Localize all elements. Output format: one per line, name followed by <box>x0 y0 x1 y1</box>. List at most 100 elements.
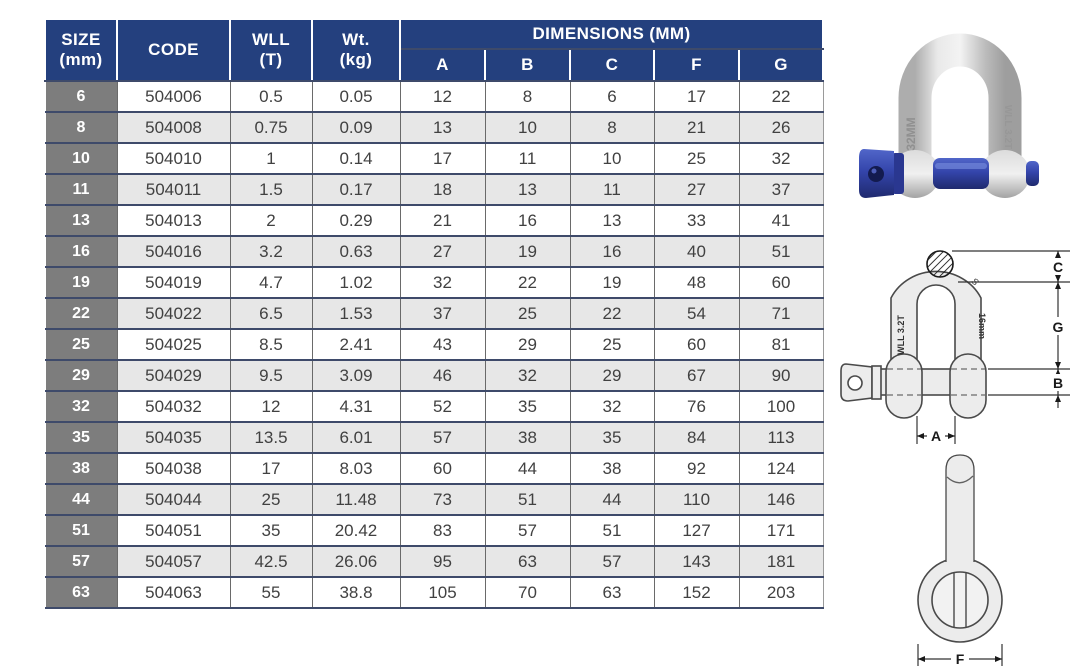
table-row: 16 504016 3.2 0.63 27 19 16 40 51 <box>44 235 824 268</box>
c-cell: 32 <box>569 390 655 423</box>
col-header-dim-c: C <box>569 48 655 82</box>
c-cell: 13 <box>569 204 655 237</box>
g-cell: 100 <box>738 390 824 423</box>
wll-cell: 1 <box>229 142 313 175</box>
table-row: 11 504011 1.5 0.17 18 13 11 27 37 <box>44 173 824 206</box>
size-cell: 8 <box>44 111 118 144</box>
wll-cell: 42.5 <box>229 545 313 578</box>
g-cell: 124 <box>738 452 824 485</box>
side-stem-cap-seam <box>946 475 974 484</box>
pin-head-hole <box>868 166 884 182</box>
g-cell: 22 <box>738 80 824 113</box>
code-cell: 504016 <box>116 235 231 268</box>
b-cell: 63 <box>484 545 571 578</box>
code-cell: 504063 <box>116 576 231 609</box>
g-cell: 171 <box>738 514 824 547</box>
b-cell: 35 <box>484 390 571 423</box>
g-cell: 51 <box>738 235 824 268</box>
table-header: SIZE (mm) CODE WLL (T) Wt. (kg) DIMENSIO… <box>44 18 825 82</box>
arrow-down-icon <box>1055 275 1061 282</box>
shackle-spec-table: SIZE (mm) CODE WLL (T) Wt. (kg) DIMENSIO… <box>44 18 825 609</box>
diagram-pin-head-hole <box>847 375 863 391</box>
side-stem-fill <box>946 455 974 566</box>
label-backing <box>1049 317 1067 335</box>
diagram-left-bulge <box>885 353 923 419</box>
wll-cell: 13.5 <box>229 421 313 454</box>
pin-body <box>933 158 989 189</box>
code-cell: 504019 <box>116 266 231 299</box>
wt-cell: 0.05 <box>311 80 401 113</box>
dim-label-b: B <box>1053 375 1063 391</box>
size-cell: 22 <box>44 297 118 330</box>
code-cell: 504044 <box>116 483 231 516</box>
col-header-dim-f: F <box>653 48 740 82</box>
shackle-side-diagram: F <box>860 448 1060 670</box>
code-cell: 504038 <box>116 452 231 485</box>
wll-cell: 9.5 <box>229 359 313 392</box>
wll-cell: 35 <box>229 514 313 547</box>
a-cell: 73 <box>399 483 486 516</box>
arrow-up-icon <box>1055 251 1061 258</box>
f-cell: 76 <box>653 390 740 423</box>
diagram-size-mark: 16mm <box>977 313 987 339</box>
table-row: 22 504022 6.5 1.53 37 25 22 54 71 <box>44 297 824 330</box>
table-row: 57 504057 42.5 26.06 95 63 57 143 181 <box>44 545 824 578</box>
a-cell: 52 <box>399 390 486 423</box>
a-cell: 17 <box>399 142 486 175</box>
wt-cell: 0.29 <box>311 204 401 237</box>
pin-right-tip <box>1026 161 1039 186</box>
code-cell: 504011 <box>116 173 231 206</box>
wll-header-line2: (T) <box>259 50 283 69</box>
g-cell: 71 <box>738 297 824 330</box>
wt-cell: 2.41 <box>311 328 401 361</box>
wt-header-line2: (kg) <box>339 50 373 69</box>
wt-cell: 3.09 <box>311 359 401 392</box>
code-cell: 504051 <box>116 514 231 547</box>
code-cell: 504013 <box>116 204 231 237</box>
wt-cell: 4.31 <box>311 390 401 423</box>
b-cell: 13 <box>484 173 571 206</box>
table-row: 32 504032 12 4.31 52 35 32 76 100 <box>44 390 824 423</box>
col-header-code: CODE <box>116 18 231 82</box>
diagram-wll-mark: WLL 3.2T <box>896 315 906 355</box>
wt-cell: 1.53 <box>311 297 401 330</box>
a-cell: 95 <box>399 545 486 578</box>
code-cell: 504032 <box>116 390 231 423</box>
b-cell: 38 <box>484 421 571 454</box>
code-cell: 504035 <box>116 421 231 454</box>
a-cell: 46 <box>399 359 486 392</box>
code-cell: 504008 <box>116 111 231 144</box>
c-cell: 38 <box>569 452 655 485</box>
c-cell: 51 <box>569 514 655 547</box>
dim-label-f: F <box>956 651 965 667</box>
cross-section-hatch-icon <box>926 250 954 278</box>
b-cell: 57 <box>484 514 571 547</box>
size-header-line1: SIZE <box>61 30 101 50</box>
c-cell: 16 <box>569 235 655 268</box>
wt-cell: 6.01 <box>311 421 401 454</box>
size-cell: 57 <box>44 545 118 578</box>
code-cell: 504025 <box>116 328 231 361</box>
a-cell: 43 <box>399 328 486 361</box>
b-cell: 32 <box>484 359 571 392</box>
table-row: 10 504010 1 0.14 17 11 10 25 32 <box>44 142 824 175</box>
b-cell: 11 <box>484 142 571 175</box>
arrow-left-icon <box>917 433 924 439</box>
f-cell: 40 <box>653 235 740 268</box>
col-header-wll: WLL (T) <box>229 18 313 82</box>
size-cell: 29 <box>44 359 118 392</box>
b-cell: 16 <box>484 204 571 237</box>
b-cell: 10 <box>484 111 571 144</box>
wt-cell: 0.63 <box>311 235 401 268</box>
table-row: 8 504008 0.75 0.09 13 10 8 21 26 <box>44 111 824 144</box>
a-cell: 57 <box>399 421 486 454</box>
f-cell: 25 <box>653 142 740 175</box>
wt-cell: 26.06 <box>311 545 401 578</box>
size-cell: 63 <box>44 576 118 609</box>
g-cell: 81 <box>738 328 824 361</box>
f-cell: 127 <box>653 514 740 547</box>
b-cell: 22 <box>484 266 571 299</box>
b-cell: 29 <box>484 328 571 361</box>
wll-cell: 6.5 <box>229 297 313 330</box>
c-cell: 57 <box>569 545 655 578</box>
